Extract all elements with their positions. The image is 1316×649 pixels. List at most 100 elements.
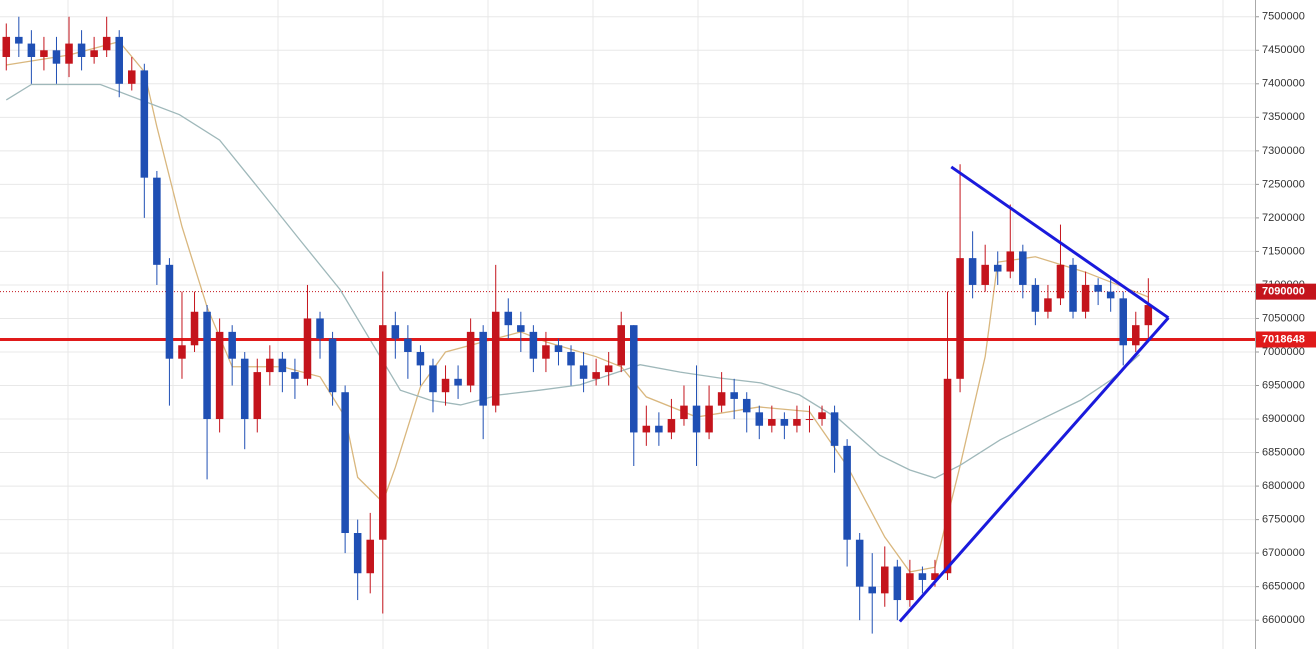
candle-body [705, 405, 713, 433]
trendline [898, 316, 1170, 623]
candle-body [1119, 298, 1127, 346]
candle-body [630, 325, 638, 433]
y-tick-label: 7250000 [1262, 178, 1305, 190]
candle-body [153, 177, 161, 265]
candle-body [1094, 284, 1102, 292]
y-tick-label: 7400000 [1262, 78, 1305, 90]
candle-body [1132, 325, 1140, 346]
candle-body [454, 378, 462, 386]
candle-body [956, 258, 964, 379]
candle-body [780, 419, 789, 426]
candle-body [1106, 291, 1115, 299]
y-tick-label: 7200000 [1262, 212, 1305, 224]
candle-body [993, 264, 1002, 272]
candle-body [1044, 298, 1052, 312]
candle-body [203, 311, 211, 420]
candle-body [65, 43, 73, 64]
candle-body [818, 412, 826, 420]
candle-body [441, 378, 450, 393]
candle-body [391, 325, 400, 339]
candle-body [981, 264, 989, 285]
y-tick-label: 7300000 [1262, 145, 1305, 157]
candle-body [680, 405, 688, 420]
candle-body [617, 325, 625, 366]
candle-body [592, 372, 600, 379]
candle-body [692, 405, 701, 433]
candle-body [504, 311, 513, 326]
candle-body [529, 331, 538, 359]
y-tick-label: 7050000 [1262, 312, 1305, 324]
y-tick-label: 6850000 [1262, 446, 1305, 458]
moving-average [5, 83, 1140, 479]
candle-body [881, 566, 889, 594]
candle-body [805, 419, 814, 421]
candle-body [15, 36, 23, 44]
candle-body [90, 50, 98, 57]
candle-body [1081, 284, 1090, 312]
candle-body [429, 365, 437, 393]
candle-body [755, 412, 764, 426]
candle-body [190, 311, 199, 346]
y-tick-label: 6900000 [1262, 413, 1305, 425]
y-tick-label: 6700000 [1262, 547, 1305, 559]
price-label: 7018648 [1262, 333, 1305, 345]
candle-body [868, 586, 876, 594]
candle-body [379, 325, 387, 540]
candle-body [128, 70, 136, 84]
candle-body [517, 325, 525, 332]
y-tick-label: 6750000 [1262, 514, 1305, 526]
price-label-box [1256, 283, 1316, 300]
candle-body [1069, 264, 1077, 312]
candle-body [1006, 251, 1015, 272]
candle-body [165, 264, 174, 359]
candle-body [404, 338, 412, 352]
y-tick-label: 6600000 [1262, 614, 1305, 626]
candle-body [266, 358, 274, 373]
candle-body [491, 311, 500, 406]
candle-body [730, 392, 738, 399]
y-tick-label: 6650000 [1262, 581, 1305, 593]
candle-body [742, 398, 751, 413]
candle-body [918, 573, 927, 580]
candle-body [1031, 284, 1040, 312]
candle-body [27, 43, 36, 57]
candle-body [353, 533, 362, 574]
candle-body [906, 573, 914, 601]
candle-body [479, 331, 487, 406]
candle-body [604, 365, 613, 373]
candle-body [642, 425, 651, 433]
price-label: 7090000 [1262, 286, 1305, 298]
candle-body [830, 412, 839, 446]
candle-body [316, 318, 324, 339]
candle-body [466, 331, 475, 386]
candle-body [655, 425, 663, 433]
candle-body [416, 351, 425, 366]
candle-body [140, 70, 149, 178]
candle-body [40, 50, 48, 57]
candle-body [542, 345, 550, 359]
candle-body [579, 365, 588, 379]
candle-body [102, 36, 111, 51]
y-tick-label: 7500000 [1262, 11, 1305, 23]
candle-body [793, 419, 801, 426]
candle-body [291, 372, 299, 379]
candle-body [943, 378, 952, 574]
candle-body [1144, 305, 1153, 326]
candle-body [178, 345, 186, 359]
candle-body [228, 331, 236, 359]
candle-body [717, 392, 726, 406]
candle-body [341, 392, 349, 534]
candle-body [366, 539, 374, 574]
candle-body [843, 445, 851, 540]
candle-body [893, 566, 902, 601]
price-label-box [1256, 331, 1316, 348]
candle-body [1056, 264, 1065, 299]
y-tick-label: 7000000 [1262, 346, 1305, 358]
candle-body [667, 419, 676, 433]
candle-body [567, 351, 575, 366]
candle-body [303, 318, 312, 379]
candle-body [328, 338, 337, 393]
y-tick-label: 7350000 [1262, 111, 1305, 123]
candle-body [931, 573, 939, 580]
